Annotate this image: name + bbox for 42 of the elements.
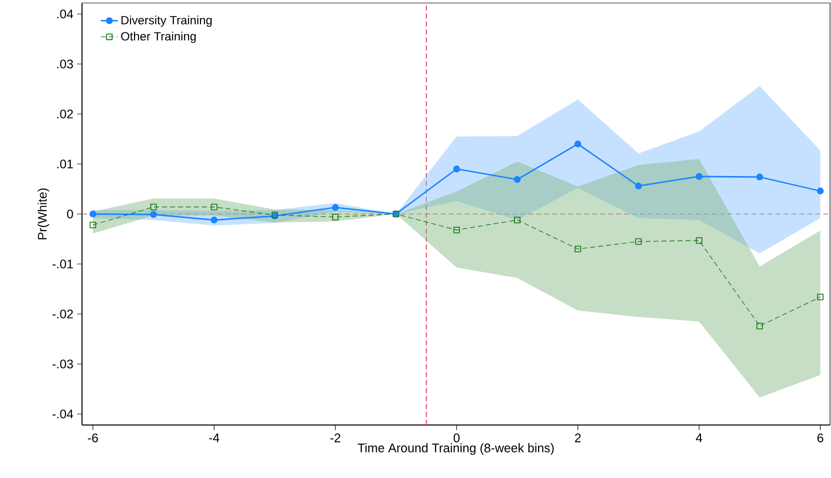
point	[453, 226, 460, 234]
point	[90, 222, 96, 228]
point	[210, 204, 218, 210]
y-tick-label: .02	[57, 110, 73, 118]
point	[817, 294, 824, 300]
x-tick-label: 6	[817, 434, 824, 442]
x-tick-label: 2	[575, 434, 581, 442]
point	[635, 238, 642, 245]
point	[514, 216, 520, 224]
x-tick-label: 0	[454, 434, 460, 442]
point	[453, 166, 460, 172]
point	[89, 210, 96, 218]
point	[514, 176, 521, 183]
y-tick-label: -.04	[52, 410, 74, 418]
point	[816, 188, 824, 194]
point	[696, 237, 702, 244]
y-tick-label: -.03	[52, 360, 73, 368]
y-axis-title: Pr(White)	[38, 188, 50, 240]
y-tick-label: .01	[57, 160, 73, 168]
y-tick-label: .04	[57, 10, 74, 18]
point	[574, 140, 582, 148]
point	[332, 214, 339, 220]
x-tick-label: -6	[88, 434, 98, 442]
legend-label: Diversity Training	[122, 16, 212, 27]
point	[756, 174, 764, 180]
y-tick-label: -.02	[52, 310, 73, 318]
y-tick-label: .03	[57, 60, 73, 68]
point	[332, 204, 339, 211]
point	[150, 211, 157, 218]
x-axis-title: Time Around Training (8-week bins)	[358, 443, 554, 455]
legend-label: Other Training	[121, 32, 196, 43]
point	[635, 182, 642, 190]
point	[696, 173, 703, 180]
y-tick-label: 0	[67, 210, 74, 218]
point	[574, 246, 582, 252]
x-tick-label: 4	[696, 434, 702, 442]
x-tick-label: -4	[209, 434, 220, 442]
point	[150, 204, 157, 210]
point	[756, 322, 763, 330]
x-tick-label: -2	[330, 434, 340, 442]
point	[210, 216, 218, 224]
y-tick-label: -.01	[52, 260, 73, 268]
